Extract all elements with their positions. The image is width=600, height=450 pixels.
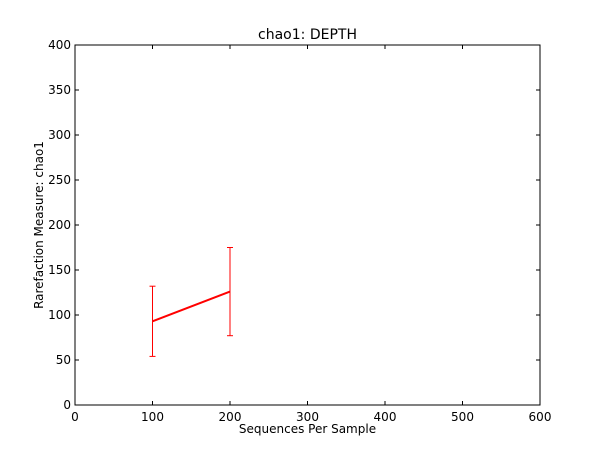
y-tick-label: 200 bbox=[48, 218, 71, 232]
series-layer bbox=[149, 247, 233, 357]
y-tick-label: 100 bbox=[48, 308, 71, 322]
axis-ticks: 0 100 200 300 400 500 600 0 50 100 150 200 250 300 350… bbox=[48, 38, 551, 424]
y-axis-label: Rarefaction Measure: chao1 bbox=[32, 141, 46, 309]
x-tick-label: 100 bbox=[141, 410, 164, 424]
data-point bbox=[152, 320, 153, 322]
x-tick-label: 400 bbox=[374, 410, 397, 424]
x-tick-label: 600 bbox=[529, 410, 552, 424]
plot-area bbox=[74, 44, 541, 406]
x-tick-label: 0 bbox=[71, 410, 79, 424]
y-tick-label: 300 bbox=[48, 128, 71, 142]
data-point bbox=[229, 291, 231, 293]
x-tick-label: 300 bbox=[296, 410, 319, 424]
x-tick-label: 500 bbox=[451, 410, 474, 424]
y-tick-label: 350 bbox=[48, 83, 71, 97]
y-tick-label: 50 bbox=[56, 353, 71, 367]
series-line bbox=[152, 290, 231, 323]
y-tick-label: 0 bbox=[63, 398, 71, 412]
x-tick-label: 200 bbox=[219, 410, 242, 424]
y-tick-label: 250 bbox=[48, 173, 71, 187]
x-axis-label: Sequences Per Sample bbox=[239, 422, 376, 436]
y-tick-label: 400 bbox=[48, 38, 71, 52]
chart-title: chao1: DEPTH bbox=[258, 27, 357, 43]
y-tick-label: 150 bbox=[48, 263, 71, 277]
